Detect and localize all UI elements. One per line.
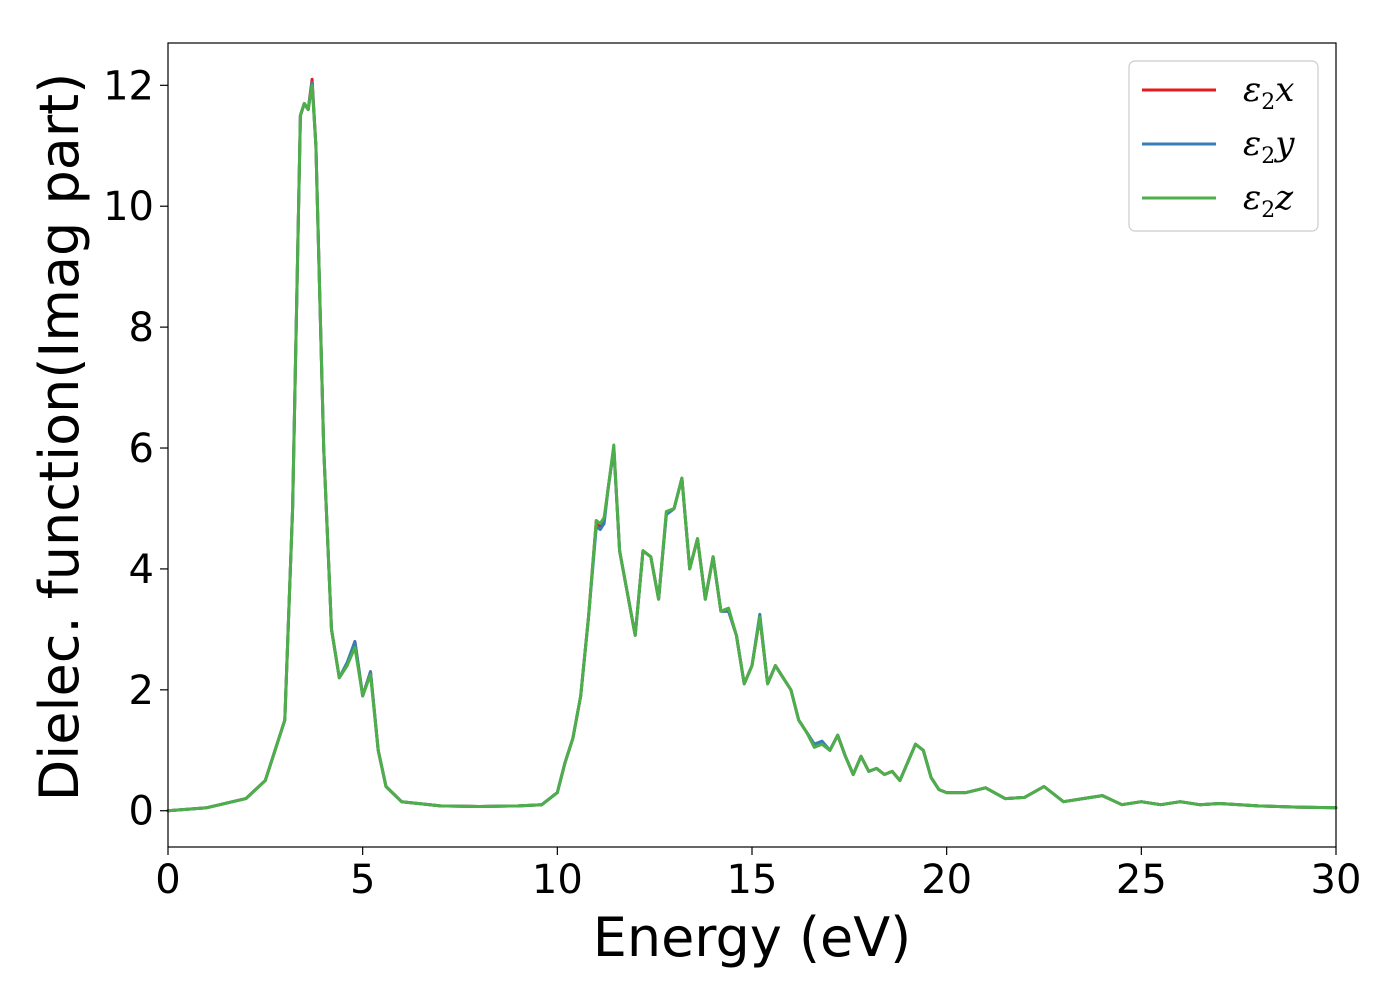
legend-box: [1128, 60, 1319, 232]
x-tick-label: 15: [727, 857, 778, 903]
y-axis-label: Dielec. function(Imag part): [28, 73, 91, 802]
x-tick-label: 0: [155, 857, 180, 903]
x-tick-label: 20: [921, 857, 972, 903]
x-tick-label: 5: [350, 857, 375, 903]
legend: ε2x ε2y ε2z: [1128, 60, 1319, 232]
y-tick-label: 8: [129, 305, 154, 351]
legend-label-y: ε2y: [1243, 124, 1295, 169]
x-axis-label: Energy (eV): [593, 906, 912, 969]
x-tick-label: 30: [1311, 857, 1362, 903]
y-tick-label: 2: [129, 668, 154, 714]
y-axis-ticks: 0 2 4 6 8 10 12: [103, 63, 168, 835]
plot-lines: [166, 77, 1338, 813]
legend-label-z: ε2z: [1243, 178, 1294, 223]
x-axis-ticks: 0 5 10 15 20 25 30: [155, 847, 1361, 903]
y-tick-label: 10: [103, 184, 154, 230]
x-tick-label: 25: [1116, 857, 1167, 903]
y-tick-label: 4: [129, 547, 154, 593]
legend-label-x: ε2x: [1243, 70, 1294, 115]
y-tick-label: 0: [129, 789, 154, 835]
y-tick-label: 6: [129, 426, 154, 472]
x-tick-label: 10: [532, 857, 583, 903]
y-tick-label: 12: [103, 63, 154, 109]
series-line-z: [166, 83, 1338, 813]
